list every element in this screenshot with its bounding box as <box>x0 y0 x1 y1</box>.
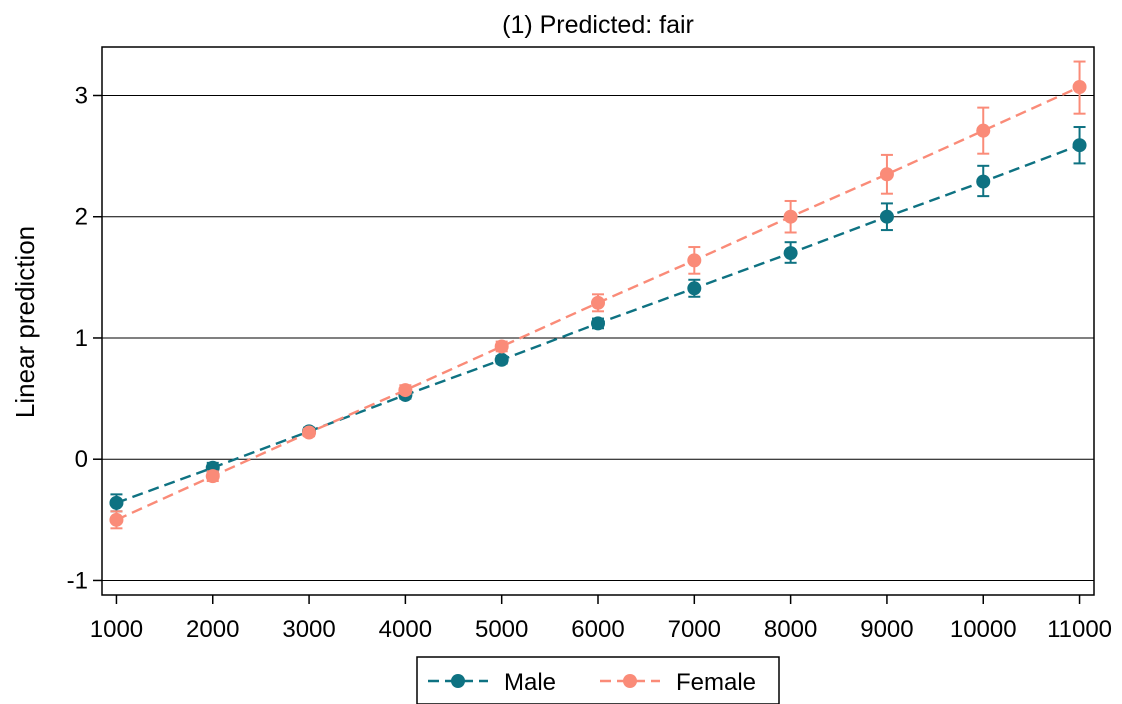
female-point <box>398 383 413 398</box>
y-axis: -1 0 1 2 3 <box>67 82 102 594</box>
y-tick-label: 3 <box>75 82 88 109</box>
x-tick-label: 5000 <box>475 616 528 643</box>
y-tick-label: 1 <box>75 325 88 352</box>
female-point <box>109 512 124 527</box>
legend-items: Male Female <box>428 669 756 696</box>
female-point <box>302 425 317 440</box>
male-point <box>687 281 702 296</box>
x-tick-label: 1000 <box>90 616 143 643</box>
gridlines <box>102 94 1094 581</box>
legend-box <box>416 656 780 704</box>
series-layer <box>109 60 1087 530</box>
male-point <box>1072 138 1087 153</box>
x-tick-label: 8000 <box>764 616 817 643</box>
male-point <box>783 246 798 261</box>
male-point <box>976 174 991 189</box>
y-tick-label: -1 <box>67 567 88 594</box>
male-point <box>879 209 894 224</box>
male-point <box>591 316 605 331</box>
legend-label-female: Female <box>676 669 756 696</box>
legend-swatch-marker <box>623 674 637 688</box>
x-tick-label: 3000 <box>282 616 335 643</box>
legend-label-male: Male <box>504 669 556 696</box>
y-axis-title: Linear prediction <box>10 226 40 418</box>
x-tick-label: 4000 <box>379 616 432 643</box>
female-point <box>687 253 702 268</box>
x-tick-label: 7000 <box>668 616 721 643</box>
x-tick-label: 10000 <box>950 616 1017 643</box>
male-point <box>494 352 509 367</box>
female-point <box>591 295 605 310</box>
female-point <box>494 339 509 354</box>
female-point <box>976 123 991 138</box>
female-series <box>109 60 1087 530</box>
x-tick-label: 9000 <box>860 616 913 643</box>
x-tick-label: 6000 <box>571 616 624 643</box>
x-tick-label: 11000 <box>1047 616 1112 643</box>
female-point <box>783 209 798 224</box>
x-axis: 1000 2000 3000 4000 5000 6000 7000 8000 9000 1000… <box>90 595 1112 643</box>
y-tick-label: 2 <box>75 204 88 231</box>
legend-item-female: Female <box>600 669 756 696</box>
legend-item-male: Male <box>428 669 556 696</box>
female-point <box>1072 80 1087 95</box>
legend-swatch-marker <box>451 674 465 688</box>
female-point <box>879 167 894 182</box>
y-tick-label: 0 <box>75 446 88 473</box>
x-tick-label: 2000 <box>186 616 239 643</box>
female-point <box>205 469 220 484</box>
male-series <box>109 126 1087 513</box>
legend: Male Female <box>416 656 780 704</box>
male-point <box>109 495 124 510</box>
chart-title: (1) Predicted: fair <box>502 11 694 39</box>
